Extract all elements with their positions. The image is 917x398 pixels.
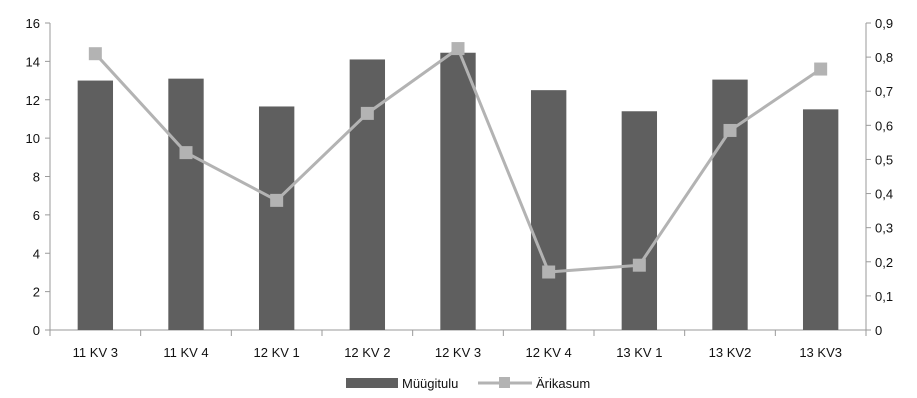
y-axis-left-tick-label: 0 <box>33 323 40 338</box>
x-axis-tick-label: 12 KV 3 <box>435 345 481 360</box>
x-axis-tick-label: 11 KV 4 <box>163 345 208 360</box>
y-axis-right-tick-label: 0,7 <box>875 84 893 99</box>
y-axis-right-tick-label: 0 <box>875 323 882 338</box>
x-axis-tick-label: 12 KV 2 <box>344 345 390 360</box>
y-axis-right-tick-label: 0,6 <box>875 118 893 133</box>
line-point <box>542 265 556 279</box>
y-axis-right-tick-label: 0,3 <box>875 221 893 236</box>
bar-mark <box>258 106 295 330</box>
tick-labels: 0 2 4 6 8 10 12 14 16 0 0,1 0,2 0,3 0,4 0,5 0,6 0,7 0,8 0,… <box>26 16 894 360</box>
line-point <box>88 47 102 61</box>
x-axis-tick-label: 11 KV 3 <box>73 345 118 360</box>
y-axis-right-tick-label: 0,4 <box>875 187 893 202</box>
bar-mark <box>349 59 386 331</box>
x-axis-tick-label: 12 KV 4 <box>526 345 572 360</box>
legend-label-bar: Müügitulu <box>402 376 458 391</box>
line-point <box>814 62 828 76</box>
y-axis-left-tick-label: 14 <box>26 54 40 69</box>
line-point <box>360 106 374 120</box>
x-axis-tick-label: 13 KV 1 <box>616 345 662 360</box>
bar-mark <box>168 78 204 330</box>
y-axis-right-tick-label: 0,8 <box>875 50 893 65</box>
line-point <box>451 42 465 56</box>
legend-swatch-marker <box>499 377 510 388</box>
bar-mark <box>712 79 748 331</box>
y-axis-right-tick-label: 0,5 <box>875 152 893 167</box>
legend-label-line: Ärikasum <box>536 376 590 391</box>
y-axis-right-tick-label: 0,1 <box>875 289 893 304</box>
bar-mark <box>77 80 114 330</box>
bar-series <box>77 52 839 331</box>
y-axis-left-tick-label: 6 <box>33 208 40 223</box>
x-axis-tick-label: 13 KV2 <box>709 345 752 360</box>
line-point <box>270 193 284 207</box>
bar-mark <box>440 52 476 330</box>
bar-mark <box>621 111 658 330</box>
y-axis-left-tick-label: 2 <box>33 285 40 300</box>
line-point <box>723 123 737 137</box>
line-point <box>179 146 193 160</box>
legend: Müügitulu Ärikasum <box>346 376 590 391</box>
bar-mark <box>530 90 567 330</box>
bar-mark <box>802 109 839 330</box>
y-axis-left-tick-label: 4 <box>33 246 40 261</box>
x-axis-tick-label: 13 KV3 <box>799 345 842 360</box>
legend-swatch-bar <box>346 378 398 388</box>
y-axis-left-tick-label: 12 <box>26 93 40 108</box>
y-axis-right-tick-label: 0,2 <box>875 255 893 270</box>
y-axis-left-tick-label: 8 <box>33 170 40 185</box>
line-series <box>88 42 828 279</box>
y-axis-left-tick-label: 10 <box>26 131 40 146</box>
y-axis-right-tick-label: 0,9 <box>875 16 893 31</box>
x-axis-tick-label: 12 KV 1 <box>254 345 300 360</box>
line-point <box>632 258 646 272</box>
y-axis-left-tick-label: 16 <box>26 16 40 31</box>
